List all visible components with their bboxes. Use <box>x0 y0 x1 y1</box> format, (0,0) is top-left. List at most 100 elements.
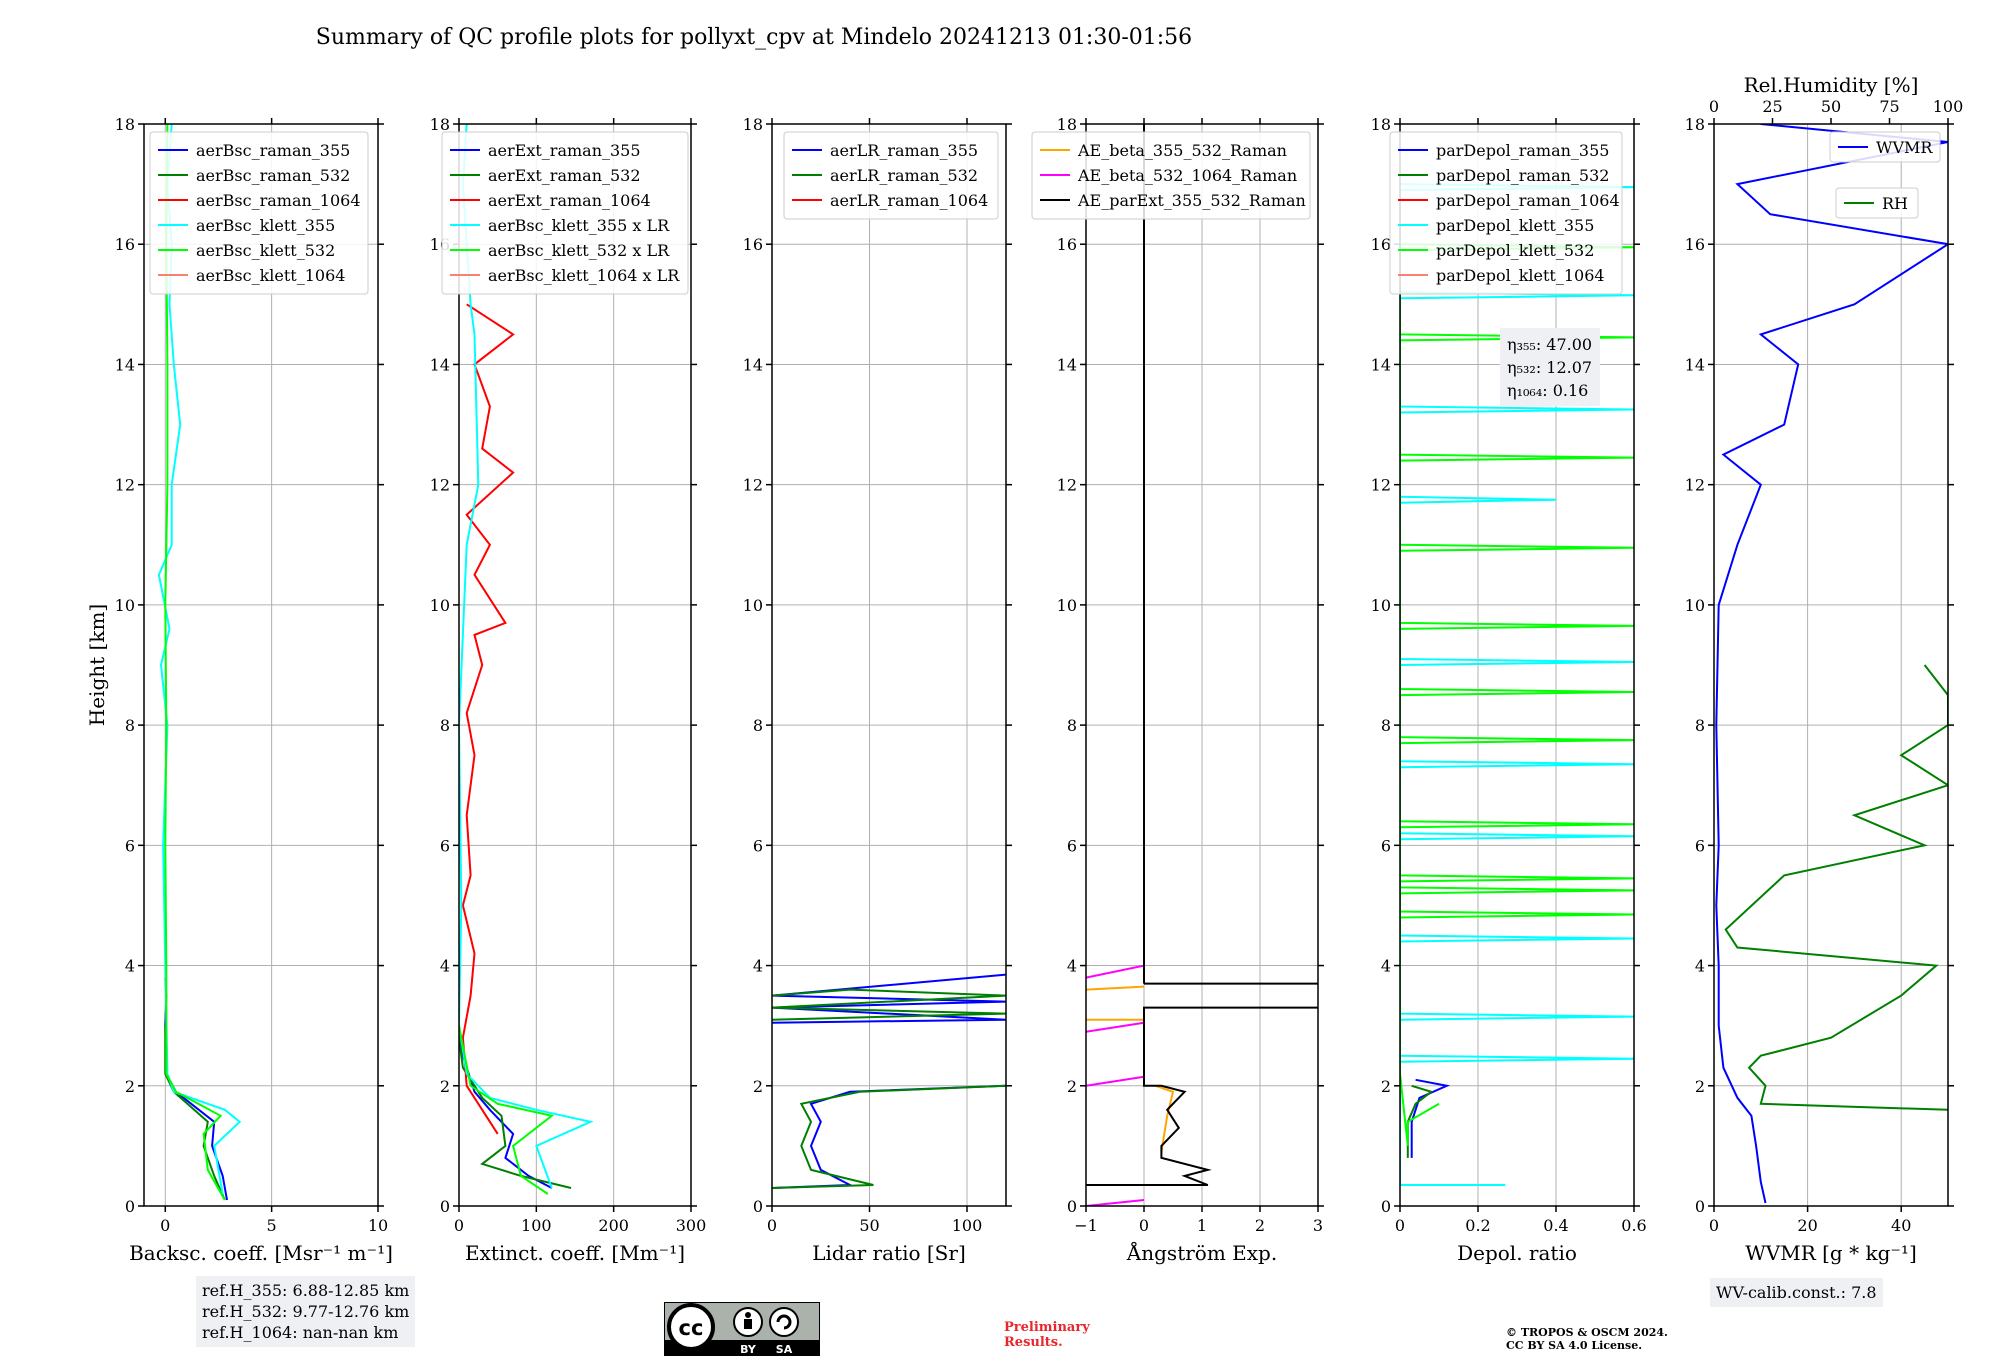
legend-label-aerbsc-klett-532: aerBsc_klett_532 <box>196 241 335 260</box>
panel-depol: 0 2 4 6 8 10 12 14 16 18 0 0.2 0.4 0.6 Depol. ratio par… <box>1371 115 1647 1265</box>
preliminary-line-1: Preliminary <box>1004 1320 1090 1335</box>
legend-label-aerext-raman-355: aerExt_raman_355 <box>488 141 641 160</box>
legend-label-aerbsc-klett-1064-x-lr: aerBsc_klett_1064 x LR <box>488 266 680 285</box>
y-tick-label: 18 <box>1057 115 1077 134</box>
y-tick-label: 6 <box>125 836 135 855</box>
x-tick-label: 0 <box>454 1216 464 1235</box>
y-tick-label: 2 <box>1695 1077 1705 1096</box>
plot-frame <box>458 123 692 1207</box>
x-tick-label: 0 <box>1139 1216 1149 1235</box>
copyright-note: © TROPOS & OSCM 2024. CC BY SA 4.0 Licen… <box>1506 1326 1668 1352</box>
secondary-x-tick-label: 0 <box>1709 97 1719 116</box>
eta-box <box>1500 328 1600 406</box>
series-line-aerext-raman-355 <box>459 1025 553 1189</box>
ref-height-1064: ref.H_1064: nan-nan km <box>202 1323 399 1342</box>
y-tick-label: 12 <box>115 476 135 495</box>
y-tick-label: 0 <box>125 1197 135 1216</box>
license-sa-label: SA <box>776 1343 793 1356</box>
x-axis-label: Lidar ratio [Sr] <box>812 1241 966 1265</box>
secondary-x-tick-label: 50 <box>1821 97 1841 116</box>
y-tick-label: 4 <box>1381 957 1391 976</box>
legend-label-aerext-raman-532: aerExt_raman_532 <box>488 166 641 185</box>
x-tick-label: 0 <box>1709 1216 1719 1235</box>
svg-text:cc: cc <box>679 1316 704 1340</box>
y-tick-label: 0 <box>753 1197 763 1216</box>
legend-label-aerbsc-klett-532-x-lr: aerBsc_klett_532 x LR <box>488 241 670 260</box>
ref-height-355: ref.H_355: 6.88-12.85 km <box>202 1281 410 1300</box>
figure-title: Summary of QC profile plots for pollyxt_… <box>316 25 1192 50</box>
legend-label-aerbsc-klett-355: aerBsc_klett_355 <box>196 216 335 235</box>
y-tick-label: 14 <box>743 355 763 374</box>
legend-box <box>1389 131 1623 295</box>
x-tick-label: 200 <box>598 1216 629 1235</box>
plot-frame <box>1399 123 1635 1207</box>
secondary-x-axis-label: Rel.Humidity [%] <box>1744 73 1919 97</box>
panel-bsc: 0 2 4 6 8 10 12 14 16 18 0 5 10 Backsc. coeff. [Msr⁻¹… <box>85 115 393 1265</box>
y-tick-label: 8 <box>1695 716 1705 735</box>
y-tick-label: 18 <box>1371 115 1391 134</box>
y-tick-label: 2 <box>1067 1077 1077 1096</box>
x-tick-label: 0 <box>1395 1216 1405 1235</box>
wv-calib-constant: WV-calib.const.: 7.8 <box>1716 1283 1877 1302</box>
x-tick-label: 1 <box>1197 1216 1207 1235</box>
x-tick-label: 20 <box>1797 1216 1817 1235</box>
x-axis-label: Backsc. coeff. [Msr⁻¹ m⁻¹] <box>129 1241 393 1265</box>
x-axis-label: WVMR [g * kg⁻¹] <box>1745 1241 1917 1265</box>
x-tick-label: −1 <box>1074 1216 1098 1235</box>
legend-label-pardepol-raman-1064: parDepol_raman_1064 <box>1436 191 1620 210</box>
copyright-line-2: CC BY SA 4.0 License. <box>1506 1339 1643 1352</box>
x-tick-label: 100 <box>521 1216 552 1235</box>
legend-label-pardepol-klett-355: parDepol_klett_355 <box>1436 216 1594 235</box>
x-tick-label: 40 <box>1891 1216 1911 1235</box>
y-tick-label: 10 <box>430 596 450 615</box>
y-tick-label: 14 <box>1685 355 1705 374</box>
plot-frame <box>771 123 1007 1207</box>
y-tick-label: 4 <box>753 957 763 976</box>
copyright-line-1: © TROPOS & OSCM 2024. <box>1506 1326 1668 1339</box>
preliminary-note: Preliminary Results. <box>1004 1320 1090 1350</box>
x-tick-label: 10 <box>368 1216 388 1235</box>
y-tick-label: 12 <box>1057 476 1077 495</box>
x-axis-label: Extinct. coeff. [Mm⁻¹] <box>465 1241 685 1265</box>
y-tick-label: 18 <box>430 115 450 134</box>
license-by-label: BY <box>740 1343 757 1356</box>
legend-label-pardepol-raman-355: parDepol_raman_355 <box>1436 141 1609 160</box>
y-tick-label: 0 <box>1695 1197 1705 1216</box>
legend-label-rh: RH <box>1882 194 1908 213</box>
y-axis-label: Height [km] <box>85 604 109 726</box>
secondary-x-tick-label: 100 <box>1933 97 1964 116</box>
y-tick-label: 8 <box>1067 716 1077 735</box>
legend-label-aerext-raman-1064: aerExt_raman_1064 <box>488 191 651 210</box>
y-tick-label: 10 <box>115 596 135 615</box>
secondary-x-tick-label: 25 <box>1762 97 1782 116</box>
series-line-rh <box>1724 664 1948 1111</box>
y-tick-label: 6 <box>440 836 450 855</box>
y-tick-label: 8 <box>440 716 450 735</box>
y-tick-label: 2 <box>440 1077 450 1096</box>
series-line-wvmr <box>1715 124 1948 1204</box>
legend-box <box>149 131 369 295</box>
y-tick-label: 6 <box>753 836 763 855</box>
y-tick-label: 0 <box>1067 1197 1077 1216</box>
secondary-x-tick-label: 75 <box>1879 97 1899 116</box>
legend-label-aerbsc-raman-1064: aerBsc_raman_1064 <box>196 191 361 210</box>
legend-label-wvmr: WVMR <box>1876 138 1933 157</box>
y-tick-label: 18 <box>1685 115 1705 134</box>
y-tick-label: 10 <box>1685 596 1705 615</box>
y-tick-label: 14 <box>430 355 450 374</box>
y-tick-label: 14 <box>1371 355 1391 374</box>
y-tick-label: 16 <box>1371 235 1391 254</box>
reference-height-box: ref.H_355: 6.88-12.85 km ref.H_532: 9.77… <box>196 1276 416 1347</box>
cc-by-sa-icon: cc BY SA <box>664 1302 820 1356</box>
y-tick-label: 12 <box>1685 476 1705 495</box>
legend-label-pardepol-raman-532: parDepol_raman_532 <box>1436 166 1609 185</box>
preliminary-line-2: Results. <box>1004 1335 1063 1350</box>
legend-label-ae-beta-532-1064-raman: AE_beta_532_1064_Raman <box>1077 166 1297 185</box>
y-tick-label: 6 <box>1067 836 1077 855</box>
legend-label-ae-parext-355-532-raman: AE_parExt_355_532_Raman <box>1077 191 1306 210</box>
y-tick-label: 10 <box>1371 596 1391 615</box>
